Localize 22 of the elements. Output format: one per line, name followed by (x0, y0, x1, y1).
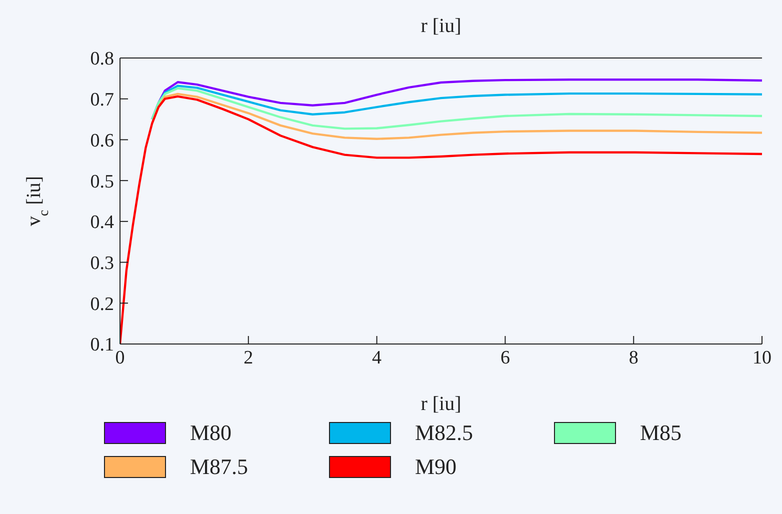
y-tick-label: 0.5 (90, 171, 114, 192)
y-tick-label: 0.8 (90, 48, 114, 70)
legend-label: M90 (415, 454, 457, 480)
x-tick-label: 8 (628, 347, 638, 368)
legend-label: M80 (190, 420, 232, 446)
y-tick-label: 0.4 (90, 212, 114, 234)
chart-title: r [iu] (420, 15, 462, 37)
x-tick-label: 2 (244, 347, 254, 368)
y-tick-label: 0.6 (90, 130, 114, 152)
y-tick-label: 0.2 (90, 294, 114, 315)
y-tick-label: 0.1 (90, 334, 114, 356)
x-tick-label: 10 (752, 347, 772, 368)
x-axis-title: r [iu] (420, 393, 462, 415)
legend-label: M85 (640, 420, 682, 446)
x-tick-label: 0 (115, 347, 125, 368)
legend-label: M87.5 (190, 454, 248, 480)
line-series (151, 87, 762, 130)
x-tick-label: 4 (372, 347, 382, 368)
x-tick-label: 6 (500, 347, 510, 368)
y-tick-label: 0.7 (90, 90, 114, 111)
legend-label: M82.5 (415, 420, 474, 446)
y-tick-label: 0.3 (90, 253, 114, 274)
